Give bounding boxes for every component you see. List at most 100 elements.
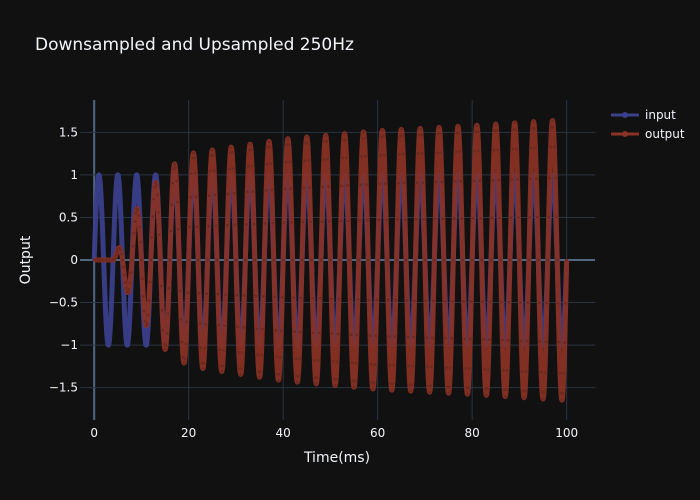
output-marker xyxy=(343,132,346,136)
output-marker xyxy=(232,191,236,195)
output-marker xyxy=(289,187,293,190)
output-marker xyxy=(303,159,307,163)
output-marker xyxy=(161,328,165,332)
output-marker xyxy=(265,162,269,166)
output-marker xyxy=(224,293,227,297)
output-marker xyxy=(346,184,349,187)
output-marker xyxy=(469,300,473,303)
output-marker xyxy=(331,360,335,363)
output-marker xyxy=(415,181,419,185)
legend-item-output[interactable]: output xyxy=(611,127,685,141)
output-marker xyxy=(183,357,187,360)
output-marker xyxy=(173,162,176,166)
output-marker xyxy=(119,248,123,252)
output-marker xyxy=(429,384,432,388)
output-marker xyxy=(546,258,550,262)
output-marker xyxy=(316,358,320,362)
output-marker xyxy=(145,322,149,325)
output-marker xyxy=(382,153,386,157)
output-marker xyxy=(283,187,287,191)
output-marker xyxy=(334,378,338,381)
output-marker xyxy=(241,351,244,355)
output-marker xyxy=(367,298,371,302)
output-marker xyxy=(420,152,424,155)
output-marker xyxy=(511,147,515,151)
output-marker xyxy=(258,375,261,379)
output-marker xyxy=(533,126,536,130)
output-marker xyxy=(134,211,138,215)
output-marker xyxy=(428,390,432,394)
output-marker xyxy=(132,231,136,235)
legend[interactable]: input output xyxy=(611,108,685,141)
output-marker xyxy=(393,335,397,338)
output-marker xyxy=(419,133,423,137)
output-marker xyxy=(396,218,399,222)
output-marker xyxy=(448,385,451,389)
output-marker xyxy=(363,154,367,158)
output-marker xyxy=(447,391,450,395)
output-marker xyxy=(188,225,192,229)
output-marker xyxy=(535,215,539,219)
output-marker xyxy=(397,181,400,185)
output-marker xyxy=(273,295,277,299)
output-marker xyxy=(464,367,467,370)
output-marker xyxy=(178,289,182,293)
output-marker xyxy=(518,301,522,304)
output-marker xyxy=(185,320,189,324)
output-marker xyxy=(218,348,222,352)
output-marker xyxy=(348,297,352,301)
output-marker xyxy=(245,190,249,194)
legend-swatch-marker xyxy=(622,131,628,137)
output-marker xyxy=(150,236,154,239)
output-marker xyxy=(554,215,558,219)
output-marker xyxy=(349,333,353,337)
output-marker xyxy=(180,340,184,344)
output-marker xyxy=(441,217,445,221)
y-tick-label: 1 xyxy=(70,168,78,182)
output-marker xyxy=(259,370,262,374)
output-marker xyxy=(127,287,131,291)
output-marker xyxy=(209,169,212,173)
output-marker xyxy=(179,317,183,321)
output-marker xyxy=(317,331,321,335)
output-marker xyxy=(476,130,480,134)
output-marker xyxy=(226,192,230,196)
output-marker xyxy=(191,151,195,155)
output-marker xyxy=(458,150,462,154)
output-marker xyxy=(491,178,495,182)
y-tick-label: −1 xyxy=(60,338,78,352)
output-marker xyxy=(147,299,151,303)
output-marker xyxy=(425,336,429,339)
output-marker xyxy=(344,138,347,142)
output-marker xyxy=(163,347,167,351)
output-marker xyxy=(482,338,485,341)
output-marker xyxy=(547,215,551,219)
output-marker xyxy=(166,312,170,316)
output-marker xyxy=(529,177,533,181)
y-tick-label: 0.5 xyxy=(59,210,78,224)
legend-item-input[interactable]: input xyxy=(611,108,676,122)
output-marker xyxy=(558,371,562,375)
output-marker xyxy=(315,376,319,380)
output-marker xyxy=(326,157,329,161)
output-marker xyxy=(339,219,343,223)
output-marker xyxy=(254,294,258,298)
output-marker xyxy=(324,133,328,137)
output-marker xyxy=(416,152,420,155)
output-marker xyxy=(328,219,331,223)
output-marker xyxy=(390,388,394,392)
x-tick-label: 20 xyxy=(181,426,196,440)
output-marker xyxy=(253,258,257,262)
x-tick-label: 80 xyxy=(465,426,480,440)
output-marker xyxy=(402,181,406,185)
output-marker xyxy=(413,299,416,302)
output-marker xyxy=(138,225,141,229)
output-marker xyxy=(379,153,382,157)
output-marker xyxy=(329,297,333,301)
output-marker xyxy=(504,388,508,392)
output-marker xyxy=(500,338,504,342)
output-marker xyxy=(264,189,268,192)
output-marker xyxy=(352,385,356,389)
output-marker xyxy=(292,296,295,300)
